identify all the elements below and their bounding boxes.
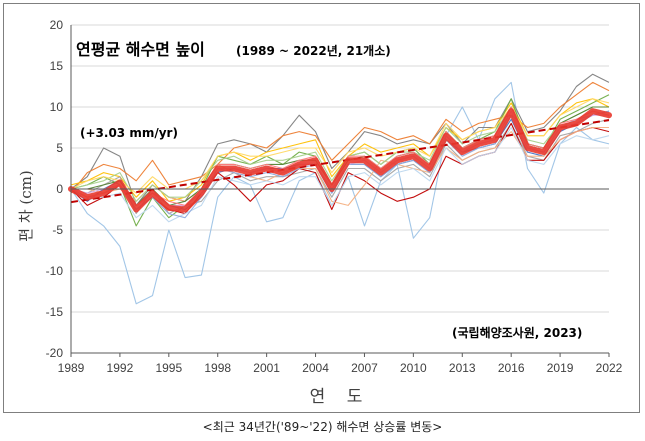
- y-tick-label: 20: [50, 18, 64, 32]
- y-tick-label: 0: [56, 182, 63, 196]
- x-tick-label: 2001: [253, 361, 280, 375]
- y-tick-label: -20: [46, 346, 64, 360]
- grid-layer: [71, 24, 609, 354]
- y-tick-label: 10: [50, 100, 64, 114]
- mean-series-line: [68, 108, 612, 213]
- x-tick-label: 2022: [596, 361, 623, 375]
- x-tick-label: 2007: [351, 361, 378, 375]
- x-tick-label: 2010: [400, 361, 427, 375]
- chart-subtitle: (1989 ~ 2022년, 21개소): [236, 44, 391, 58]
- axes-layer: -20 -15 -10 -5 0 5 10 15 20 1989 1992 1995 1998 2001 2…: [46, 18, 623, 375]
- rate-annotation: (+3.03 mm/yr): [80, 126, 178, 140]
- source-annotation: (국립해양조사원, 2023): [452, 325, 582, 340]
- x-tick-label: 1995: [155, 361, 182, 375]
- y-tick-label: 15: [50, 59, 64, 73]
- y-tick-label: -15: [46, 305, 64, 319]
- station-series-line: [70, 126, 610, 223]
- x-tick-label: 2016: [498, 361, 525, 375]
- series-layer: [68, 73, 612, 305]
- chart-frame: -20 -15 -10 -5 0 5 10 15 20 1989 1992 1995 1998 2001 2…: [3, 3, 640, 413]
- y-tick-label: 5: [56, 141, 63, 155]
- x-tick-label: 2004: [302, 361, 329, 375]
- station-series-line: [70, 106, 609, 202]
- x-axis-label: 연 도: [310, 387, 371, 407]
- x-tick-label: 1989: [58, 361, 85, 375]
- figure-caption: <최근 34년간('89~'22) 해수면 상승률 변동>: [202, 420, 443, 434]
- x-tick-label: 2019: [547, 361, 574, 375]
- station-series-line: [70, 98, 610, 194]
- chart-title: 연평균 해수면 높이: [76, 40, 205, 59]
- x-tick-label: 1998: [204, 361, 231, 375]
- x-tick-label: 2013: [449, 361, 476, 375]
- sea-level-chart: -20 -15 -10 -5 0 5 10 15 20 1989 1992 1995 1998 2001 2…: [17, 18, 623, 407]
- y-tick-label: -10: [46, 264, 64, 278]
- y-axis-label: 편 차 (cm): [17, 170, 35, 241]
- y-tick-label: -5: [52, 223, 63, 237]
- x-tick-label: 1992: [107, 361, 134, 375]
